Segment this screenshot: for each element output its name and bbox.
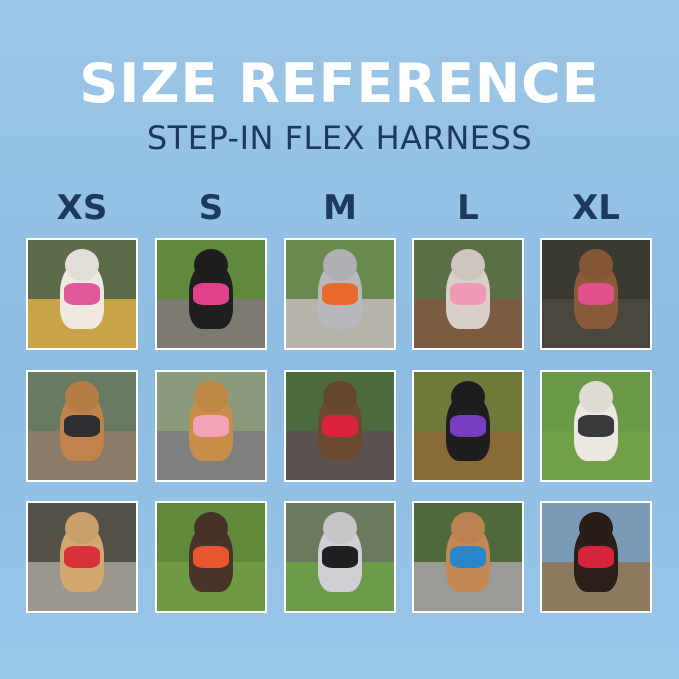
size-label-xl: XL (572, 188, 620, 228)
dog-head (450, 248, 486, 282)
harness (449, 283, 487, 305)
harness (192, 283, 230, 305)
page-subtitle: STEP-IN FLEX HARNESS (146, 119, 533, 157)
dog-photo (155, 370, 267, 482)
dog-head (193, 380, 229, 414)
dog-photo (540, 238, 652, 350)
size-label-xs: XS (56, 188, 108, 228)
dog-head (578, 380, 614, 414)
dog-photo (26, 370, 138, 482)
dog-head (322, 248, 358, 282)
harness (321, 546, 359, 568)
harness (192, 546, 230, 568)
dog-photo (412, 370, 524, 482)
dog-photo (284, 238, 396, 350)
dog-head (322, 380, 358, 414)
page-title: SIZE REFERENCE (79, 52, 600, 115)
dog-photo (155, 501, 267, 613)
dog-head (193, 248, 229, 282)
dog-photo (284, 370, 396, 482)
size-label-m: M (323, 188, 357, 228)
dog-head (193, 511, 229, 545)
harness (63, 415, 101, 437)
size-label-l: L (457, 188, 479, 228)
dog-photo (26, 238, 138, 350)
dog-head (64, 511, 100, 545)
dog-photo (26, 501, 138, 613)
dog-photo (155, 238, 267, 350)
dog-photo (540, 370, 652, 482)
dog-head (64, 380, 100, 414)
harness (577, 283, 615, 305)
dog-head (450, 380, 486, 414)
dog-head (322, 511, 358, 545)
harness (321, 283, 359, 305)
dog-photo (412, 501, 524, 613)
harness (63, 283, 101, 305)
harness (192, 415, 230, 437)
harness (577, 546, 615, 568)
dog-photo (540, 501, 652, 613)
harness (449, 415, 487, 437)
harness (449, 546, 487, 568)
dog-photo (284, 501, 396, 613)
dog-head (450, 511, 486, 545)
dog-head (578, 511, 614, 545)
size-label-s: S (198, 188, 224, 228)
harness (63, 546, 101, 568)
dog-head (578, 248, 614, 282)
dog-photo (412, 238, 524, 350)
dog-head (64, 248, 100, 282)
harness (321, 415, 359, 437)
harness (577, 415, 615, 437)
